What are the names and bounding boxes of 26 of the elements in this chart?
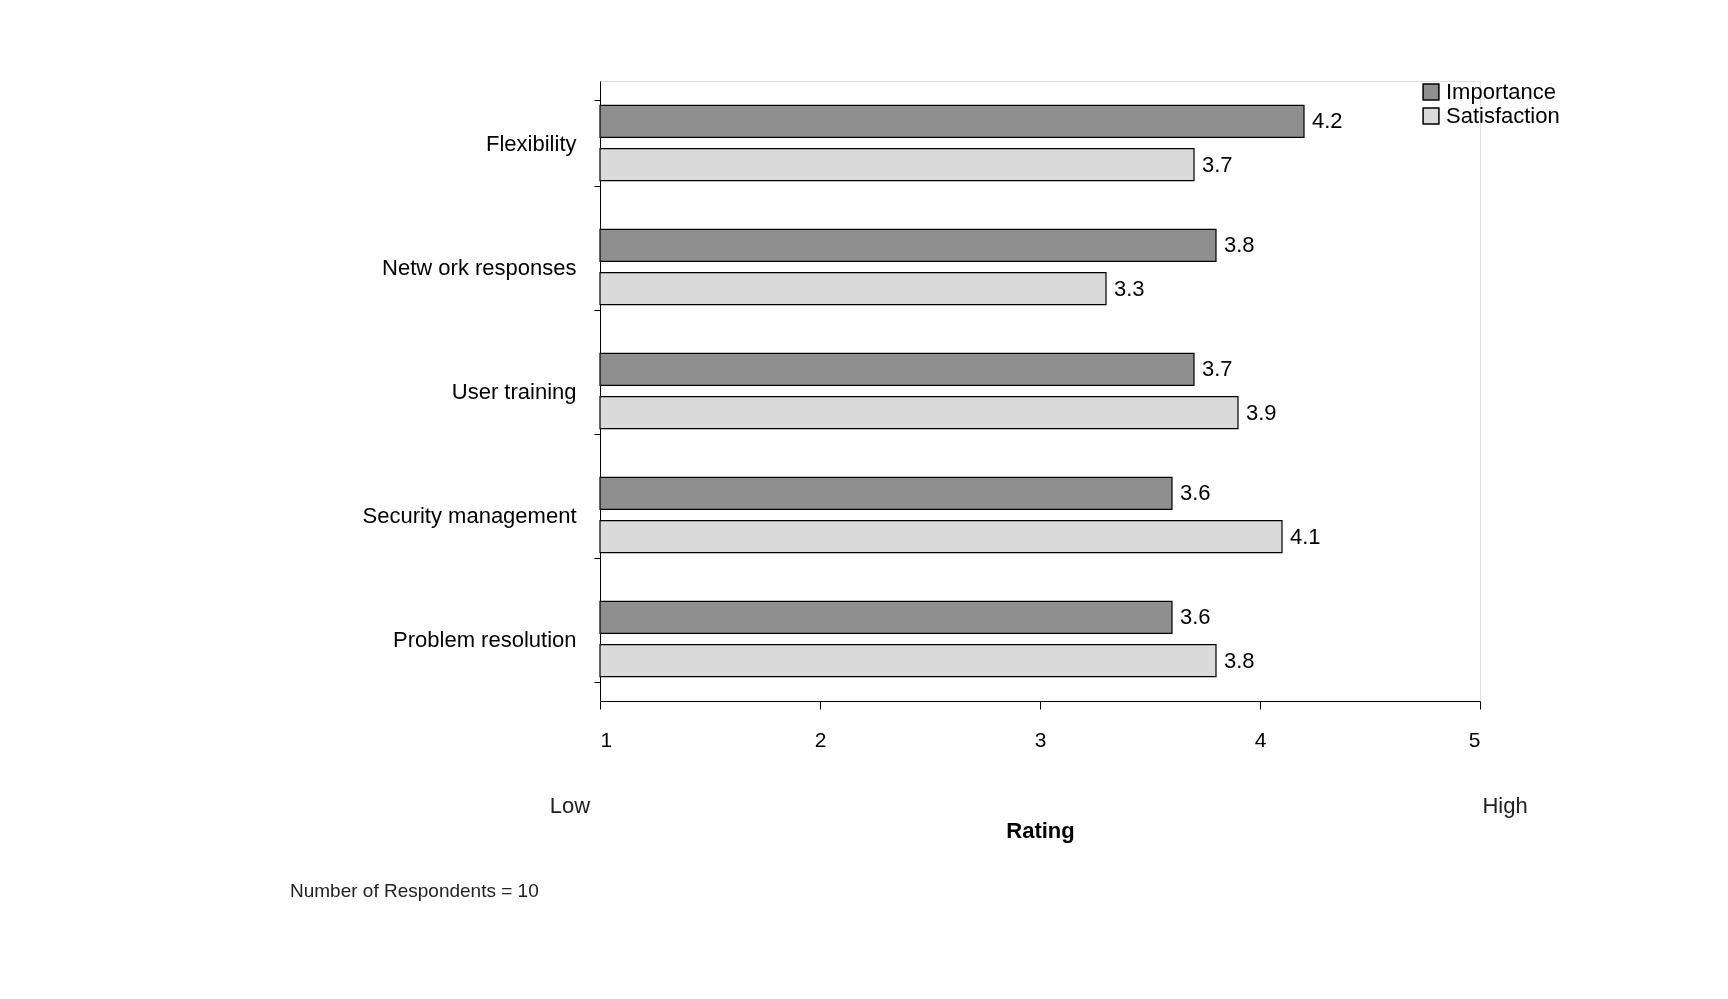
data-label: 3.9 [1246, 399, 1277, 425]
y-tick-label: User training [451, 378, 577, 404]
x-tick-label: 2 [814, 727, 827, 751]
text: Low [549, 793, 591, 818]
data-label: 3.8 [1224, 232, 1255, 258]
y-tick-label: Problem resolution [393, 626, 577, 652]
legend-label: Importance [1446, 79, 1557, 104]
y-tick-label: Security management [362, 502, 577, 528]
data-label: 4.2 [1312, 108, 1343, 134]
x-tick-label: 5 [1468, 727, 1481, 751]
data-label: 3.8 [1224, 647, 1255, 673]
y-tick-label: Flexibility [486, 130, 577, 156]
data-label: 3.6 [1180, 480, 1211, 506]
x-axis-title: Rating [1006, 817, 1075, 843]
data-label: 3.7 [1202, 151, 1233, 177]
x-tick-label: 3 [1034, 727, 1047, 751]
data-label: 3.7 [1202, 356, 1233, 382]
legend-label: Satisfaction [1446, 103, 1560, 128]
data-label: 3.6 [1180, 604, 1211, 630]
text: Number of Respondents = 10 [290, 880, 539, 901]
data-label: 4.1 [1290, 523, 1321, 549]
x-tick-label: 4 [1254, 727, 1267, 751]
data-label: 3.3 [1114, 275, 1145, 301]
y-tick-label: Netw ork responses [382, 254, 577, 280]
x-tick-label: 1 [600, 727, 613, 751]
text: High [1482, 793, 1528, 818]
